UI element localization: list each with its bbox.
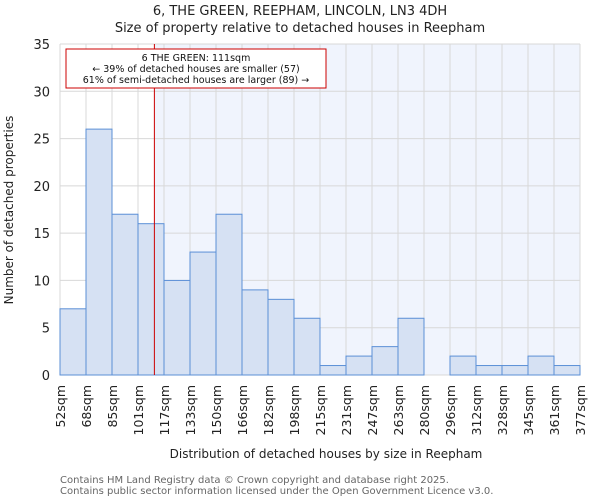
bar — [137, 223, 165, 376]
annotation-box — [65, 48, 327, 89]
x-tick-label: 150sqm — [209, 385, 224, 435]
bar — [345, 355, 373, 376]
annotation-line-2: ← 39% of detached houses are smaller (57… — [92, 64, 299, 75]
bar — [553, 365, 581, 376]
chart-subtitle: Size of property relative to detached ho… — [115, 21, 485, 36]
bar — [241, 289, 269, 376]
y-tick-label: 15 — [33, 227, 50, 242]
bar — [293, 317, 321, 376]
x-tick-label: 280sqm — [417, 385, 432, 435]
bar — [319, 365, 347, 376]
y-tick-label: 35 — [33, 38, 50, 53]
bar — [215, 213, 243, 376]
y-tick-label: 20 — [33, 180, 50, 195]
x-tick-label: 247sqm — [365, 385, 380, 435]
bar — [267, 298, 295, 376]
bar — [449, 355, 477, 376]
x-tick-label: 296sqm — [443, 385, 458, 435]
x-tick-label: 133sqm — [183, 385, 198, 435]
x-tick-label: 231sqm — [339, 385, 354, 435]
x-tick-label: 101sqm — [131, 385, 146, 435]
footer-line-1: Contains HM Land Registry data © Crown c… — [60, 475, 449, 486]
bar — [475, 365, 503, 376]
bar — [85, 128, 113, 376]
x-tick-label: 345sqm — [521, 385, 536, 435]
x-tick-label: 198sqm — [287, 385, 302, 435]
x-tick-label: 215sqm — [313, 385, 328, 435]
bar — [501, 365, 529, 376]
bar — [371, 346, 399, 376]
x-tick-label: 361sqm — [547, 385, 562, 435]
y-tick-label: 10 — [33, 274, 50, 289]
x-tick-label: 166sqm — [235, 385, 250, 435]
x-tick-label: 117sqm — [157, 385, 172, 435]
x-tick-label: 182sqm — [261, 385, 276, 435]
bar — [189, 251, 217, 376]
x-tick-label: 263sqm — [391, 385, 406, 435]
bar — [527, 355, 555, 376]
x-tick-label: 312sqm — [469, 385, 484, 435]
y-tick-label: 5 — [42, 322, 50, 337]
x-axis-label: Distribution of detached houses by size … — [170, 447, 483, 461]
y-tick-label: 0 — [42, 369, 50, 384]
y-tick-label: 30 — [33, 85, 50, 100]
footer-line-2: Contains public sector information licen… — [60, 486, 493, 497]
bar — [111, 213, 139, 376]
x-tick-label: 328sqm — [495, 385, 510, 435]
y-tick-label: 25 — [33, 133, 50, 148]
annotation-line-3: 61% of semi-detached houses are larger (… — [83, 75, 310, 86]
x-tick-label: 377sqm — [573, 385, 588, 435]
x-tick-label: 85sqm — [105, 385, 120, 428]
bar — [397, 317, 425, 376]
x-tick-label: 68sqm — [79, 385, 94, 428]
annotation-line-1: 6 THE GREEN: 111sqm — [142, 53, 251, 64]
bar — [163, 279, 191, 376]
chart-title: 6, THE GREEN, REEPHAM, LINCOLN, LN3 4DH — [153, 4, 447, 19]
bar — [59, 308, 87, 376]
y-axis-label: Number of detached properties — [2, 116, 16, 305]
x-tick-label: 52sqm — [53, 385, 68, 428]
